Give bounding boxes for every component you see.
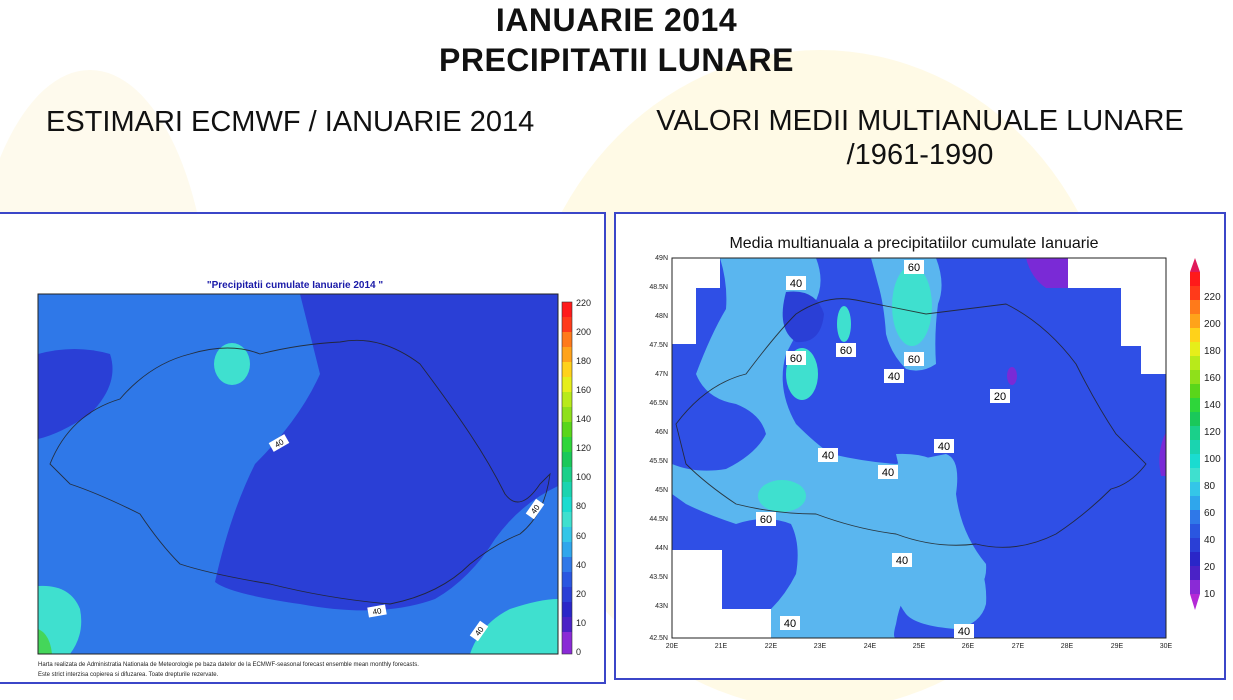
legend-tick: 10 xyxy=(1204,589,1216,600)
legend-tick: 40 xyxy=(576,560,586,570)
x-tick-label: 23E xyxy=(814,643,827,650)
legend-tick: 60 xyxy=(576,531,586,541)
legend-tick: 100 xyxy=(576,472,591,482)
y-tick-label: 43.5N xyxy=(649,574,668,581)
y-tick-label: 44N xyxy=(655,545,668,552)
ecmwf-map-field xyxy=(37,293,559,655)
right-heading-line2: /1961-1990 xyxy=(846,139,994,171)
legend-tick: 60 xyxy=(1204,508,1216,519)
x-tick-label: 26E xyxy=(962,643,975,650)
y-tick-label: 46.5N xyxy=(649,400,668,407)
contour-label: 40 xyxy=(372,606,383,617)
multiannual-map-panel: Media multianuala a precipitatiilor cumu… xyxy=(614,212,1226,680)
legend-tick: 140 xyxy=(576,414,591,424)
page-title-line2: PRECIPITATII LUNARE xyxy=(439,42,794,78)
left-heading: ESTIMARI ECMWF / IANUARIE 2014 xyxy=(46,106,535,138)
multiannual-map-title: Media multianuala a precipitatiilor cumu… xyxy=(729,235,1098,252)
multiannual-map: Media multianuala a precipitatiilor cumu… xyxy=(649,235,1221,650)
multiannual-x-axis: 20E 21E 22E 23E 24E 25E 26E 27E 28E 29E … xyxy=(666,643,1173,650)
legend-tick: 20 xyxy=(1204,562,1216,573)
legend-tick: 0 xyxy=(576,647,581,657)
legend-tick: 200 xyxy=(1204,319,1221,330)
legend-tick: 80 xyxy=(576,501,586,511)
contour-label: 40 xyxy=(882,467,894,479)
contour-label: 40 xyxy=(958,626,970,638)
x-tick-label: 20E xyxy=(666,643,679,650)
multiannual-map-field xyxy=(671,257,1167,639)
legend-tick: 220 xyxy=(1204,292,1221,303)
page-title-line1: IANUARIE 2014 xyxy=(495,2,738,38)
legend-tick: 10 xyxy=(576,618,586,628)
contour-label: 40 xyxy=(790,278,802,290)
contour-label: 60 xyxy=(840,345,852,357)
legend-tick: 140 xyxy=(1204,400,1221,411)
contour-label: 20 xyxy=(994,391,1006,403)
y-tick-label: 45N xyxy=(655,487,668,494)
right-heading-line1: VALORI MEDII MULTIANUALE LUNARE xyxy=(656,105,1184,137)
y-tick-label: 48.5N xyxy=(649,284,668,291)
x-tick-label: 21E xyxy=(715,643,728,650)
contour-label: 40 xyxy=(822,450,834,462)
y-tick-label: 45.5N xyxy=(649,458,668,465)
ecmwf-contour-labels: 40 40 40 40 xyxy=(268,434,545,642)
contour-label: 40 xyxy=(784,618,796,630)
contour-label: 40 xyxy=(896,555,908,567)
contour-label: 60 xyxy=(760,514,772,526)
x-tick-label: 24E xyxy=(864,643,877,650)
x-tick-label: 28E xyxy=(1061,643,1074,650)
y-tick-label: 47.5N xyxy=(649,342,668,349)
legend-tick: 120 xyxy=(576,443,591,453)
ecmwf-map-panel: "Precipitatii cumulate Ianuarie 2014 " 4… xyxy=(0,212,606,684)
legend-tick: 100 xyxy=(1204,454,1221,465)
legend-tick: 120 xyxy=(1204,427,1221,438)
legend-tick: 200 xyxy=(576,327,591,337)
legend-tick: 40 xyxy=(1204,535,1216,546)
legend-tick: 180 xyxy=(576,356,591,366)
legend-tick: 220 xyxy=(576,298,591,308)
contour-label: 60 xyxy=(908,354,920,366)
y-tick-label: 46N xyxy=(655,429,668,436)
x-tick-label: 25E xyxy=(913,643,926,650)
y-tick-label: 48N xyxy=(655,313,668,320)
ecmwf-footnote-line1: Harta realizata de Administratia Nationa… xyxy=(38,662,419,668)
multiannual-contour-labels: 40 60 60 60 40 60 20 40 40 40 60 40 40 4… xyxy=(756,260,1010,638)
x-tick-label: 30E xyxy=(1160,643,1173,650)
legend-tick: 80 xyxy=(1204,481,1216,492)
legend-tick: 20 xyxy=(576,589,586,599)
y-tick-label: 47N xyxy=(655,371,668,378)
y-tick-label: 49N xyxy=(655,255,668,262)
contour-label: 60 xyxy=(908,262,920,274)
contour-label: 40 xyxy=(888,371,900,383)
ecmwf-country-outline xyxy=(49,339,551,605)
legend-tick: 180 xyxy=(1204,346,1221,357)
x-tick-label: 22E xyxy=(765,643,778,650)
multiannual-country-outline xyxy=(675,298,1147,548)
multiannual-legend: 220 200 180 160 140 120 100 80 60 40 20 … xyxy=(1190,258,1221,610)
legend-tick: 160 xyxy=(1204,373,1221,384)
multiannual-y-axis: 49N 48.5N 48N 47.5N 47N 46.5N 46N 45.5N … xyxy=(649,255,668,642)
contour-label: 40 xyxy=(938,441,950,453)
legend-tick: 160 xyxy=(576,385,591,395)
ecmwf-legend: 220 200 180 160 140 120 100 80 60 40 20 … xyxy=(561,298,591,657)
y-tick-label: 42.5N xyxy=(649,635,668,642)
ecmwf-map-title: "Precipitatii cumulate Ianuarie 2014 " xyxy=(207,280,383,291)
y-tick-label: 43N xyxy=(655,603,668,610)
x-tick-label: 29E xyxy=(1111,643,1124,650)
right-heading: VALORI MEDII MULTIANUALE LUNARE /1961-19… xyxy=(640,104,1200,172)
ecmwf-map: "Precipitatii cumulate Ianuarie 2014 " 4… xyxy=(37,280,591,678)
contour-label: 60 xyxy=(790,353,802,365)
x-tick-label: 27E xyxy=(1012,643,1025,650)
y-tick-label: 44.5N xyxy=(649,516,668,523)
ecmwf-footnote-line2: Este strict interzisa copierea si difuza… xyxy=(38,672,219,678)
